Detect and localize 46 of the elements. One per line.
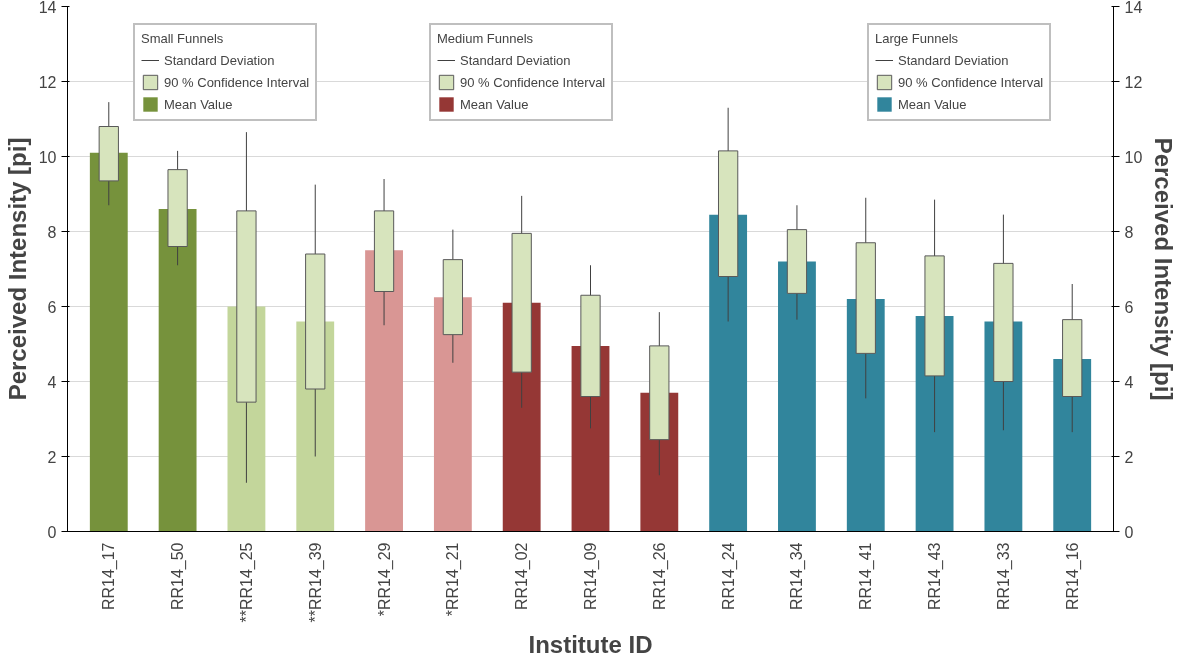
x-tick-label: RR14_09 xyxy=(582,542,600,611)
y-tick-label: 6 xyxy=(47,298,57,316)
x-tick-label: RR14_33 xyxy=(994,542,1013,611)
legend-label: Mean Value xyxy=(460,96,529,112)
x-tick-label: RR14_02 xyxy=(513,542,532,611)
legend-label: 90 % Confidence Interval xyxy=(164,74,310,90)
annotation: Large Funnels xyxy=(875,31,960,46)
x-tick-label: RR14_34 xyxy=(788,542,807,611)
y2-tick-label: 12 xyxy=(1124,73,1143,91)
y-tick-label: 0 xyxy=(47,523,57,541)
x-tick-label: RR14_26 xyxy=(650,542,669,611)
x-tick-label: **RR14_39 xyxy=(306,542,325,623)
x-tick-label: RR14_17 xyxy=(100,542,119,611)
x-tick-label: RR14_16 xyxy=(1063,542,1082,611)
x-tick-label: *RR14_21 xyxy=(444,542,463,617)
x-tick-label: **RR14_25 xyxy=(237,542,256,623)
y2-tick-label: 8 xyxy=(1124,223,1134,241)
annotation: Medium Funnels xyxy=(437,31,535,46)
legend-label: Mean Value xyxy=(164,96,233,112)
y-tick-label: 14 xyxy=(38,0,57,16)
y-tick-label: 4 xyxy=(47,373,57,391)
x-tick-label: RR14_43 xyxy=(926,542,945,611)
y2-tick-label: 6 xyxy=(1124,298,1134,316)
text: Standard Deviation xyxy=(460,52,571,68)
x-axis-title: Institute ID xyxy=(528,630,653,658)
y2-tick-label: 2 xyxy=(1124,448,1134,466)
y-tick-label: 12 xyxy=(38,73,57,91)
y2-tick-label: 14 xyxy=(1124,0,1143,16)
y-tick-label: 2 xyxy=(47,448,57,466)
legend-label: 90 % Confidence Interval xyxy=(460,74,606,90)
x-tick-label: RR14_41 xyxy=(857,542,876,611)
annotation: Standard Deviation xyxy=(164,52,275,68)
x-tick-label: RR14_24 xyxy=(719,542,738,611)
y-tick-label: 8 xyxy=(47,223,57,241)
y2-tick-label: 4 xyxy=(1124,373,1134,391)
legend-label: Mean Value xyxy=(898,96,967,112)
y2-tick-label: 0 xyxy=(1124,523,1134,541)
x-tick-label: *RR14_29 xyxy=(375,542,394,617)
x-tick-label: RR14_50 xyxy=(169,542,188,611)
legend-label: 90 % Confidence Interval xyxy=(898,74,1044,90)
text: Standard Deviation xyxy=(898,52,1009,68)
y-axis-title: Perceived Intensity [pi] xyxy=(3,137,31,401)
y-tick-label: 10 xyxy=(38,148,57,166)
annotation: Small Funnels xyxy=(141,31,225,46)
y2-tick-label: 10 xyxy=(1124,148,1143,166)
y2-axis-title: Perceived Intensity [pi] xyxy=(1150,137,1178,401)
